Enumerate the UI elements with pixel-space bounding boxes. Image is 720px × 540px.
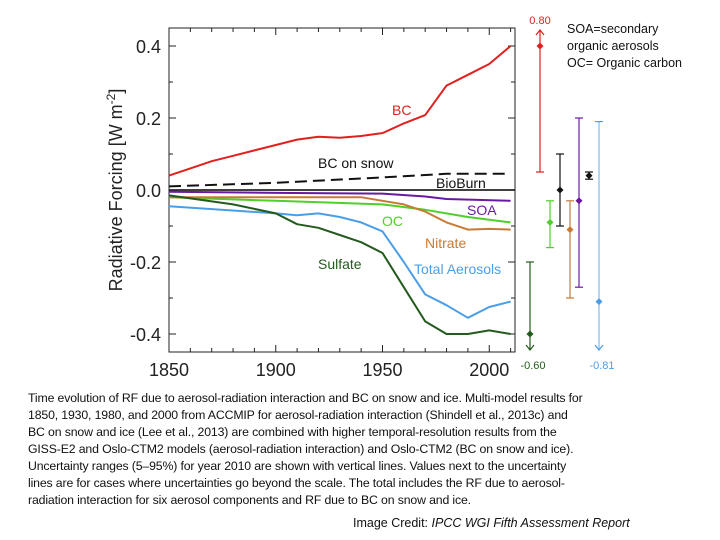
credit-prefix: Image Credit: — [353, 516, 432, 530]
series-line-nitrate — [169, 196, 511, 231]
x-tick-label: 1900 — [256, 360, 296, 380]
uncertainty-point — [556, 186, 564, 194]
credit-source: IPCC WGI Fifth Assessment Report — [431, 516, 630, 530]
series-label-bc-on-snow: BC on snow — [318, 155, 394, 171]
series-label-bc: BC — [392, 102, 411, 118]
series-label-sulfate: Sulfate — [318, 256, 362, 272]
uncertainty-low-label: -0.60 — [520, 360, 545, 372]
uncertainty-bar-bc: 0.80 — [529, 15, 551, 173]
series-label-nitrate: Nitrate — [425, 235, 466, 251]
radiative-forcing-chart: 0.4 0.2 0.0 -0.2 -0.4 1850 1900 1950 2000 Radiati… — [104, 15, 615, 380]
uncertainty-high-label: 0.80 — [529, 15, 550, 27]
uncertainty-bar-total-aerosols: -0.81 — [589, 120, 615, 372]
series-line-bc — [168, 45, 512, 177]
note-line: SOA=secondary — [567, 22, 659, 36]
abbreviation-note: SOA=secondary organic aerosols OC= Organ… — [567, 21, 682, 72]
series-line-sulfate — [168, 194, 511, 335]
uncertainty-point — [566, 226, 574, 234]
y-axis-label: Radiative Forcing [W m-2] — [104, 89, 126, 292]
y-tick-label: 0.4 — [136, 37, 161, 57]
y-tick-label: -0.4 — [130, 325, 161, 345]
series-line-soa — [168, 190, 511, 202]
caption-line: lines are for cases where uncertainties … — [28, 476, 565, 490]
figure-caption: Time evolution of RF due to aerosol-radi… — [28, 390, 583, 509]
note-line: organic aerosols — [567, 39, 659, 53]
series-label-total-aerosols: Total Aerosols — [414, 261, 501, 277]
uncertainty-bar-bc-on-snow — [585, 171, 593, 180]
uncertainty-point — [526, 330, 534, 338]
uncertainty-point — [595, 298, 603, 306]
uncertainty-point — [536, 42, 544, 50]
uncertainty-point — [546, 218, 554, 226]
x-tick-label: 2000 — [469, 360, 509, 380]
uncertainty-point — [585, 172, 593, 180]
caption-line: 1850, 1930, 1980, and 2000 from ACCMIP f… — [28, 408, 568, 422]
caption-line: BC on snow and ice (Lee et al., 2013) ar… — [28, 425, 557, 439]
x-tick-label: 1850 — [149, 360, 189, 380]
caption-line: GISS-E2 and Oslo-CTM2 models (aerosol-ra… — [28, 442, 574, 456]
uncertainty-bar-soa — [575, 117, 583, 288]
uncertainty-low-label: -0.81 — [589, 360, 614, 372]
x-tick-label: 1950 — [362, 360, 402, 380]
uncertainty-bar-bioburn — [556, 153, 564, 227]
caption-line: Uncertainty ranges (5–95%) for year 2010… — [28, 459, 567, 473]
series-line-total-aerosols — [168, 205, 511, 319]
uncertainty-point — [575, 197, 583, 205]
uncertainty-bar-nitrate — [566, 200, 574, 299]
note-line: OC= Organic carbon — [567, 56, 682, 70]
series-label-oc: OC — [382, 213, 403, 229]
arrow-down-icon — [525, 344, 535, 351]
image-credit: Image Credit: IPCC WGI Fifth Assessment … — [353, 516, 630, 530]
series-label-bioburn: BioBurn — [436, 175, 486, 191]
uncertainty-bar-oc — [546, 200, 554, 249]
y-tick-label: -0.2 — [130, 253, 161, 273]
uncertainty-bar-sulfate: -0.60 — [520, 261, 546, 372]
y-tick-label: 0.0 — [136, 181, 161, 201]
series-label-soa: SOA — [467, 202, 497, 218]
caption-line: Time evolution of RF due to aerosol-radi… — [28, 391, 583, 405]
arrow-down-icon — [594, 344, 604, 351]
y-tick-label: 0.2 — [136, 109, 161, 129]
series-line-oc — [168, 196, 511, 224]
series-line-bc-on-snow — [168, 172, 511, 188]
arrow-up-icon — [535, 29, 545, 36]
caption-line: radiation interaction for six aerosol co… — [28, 493, 471, 507]
